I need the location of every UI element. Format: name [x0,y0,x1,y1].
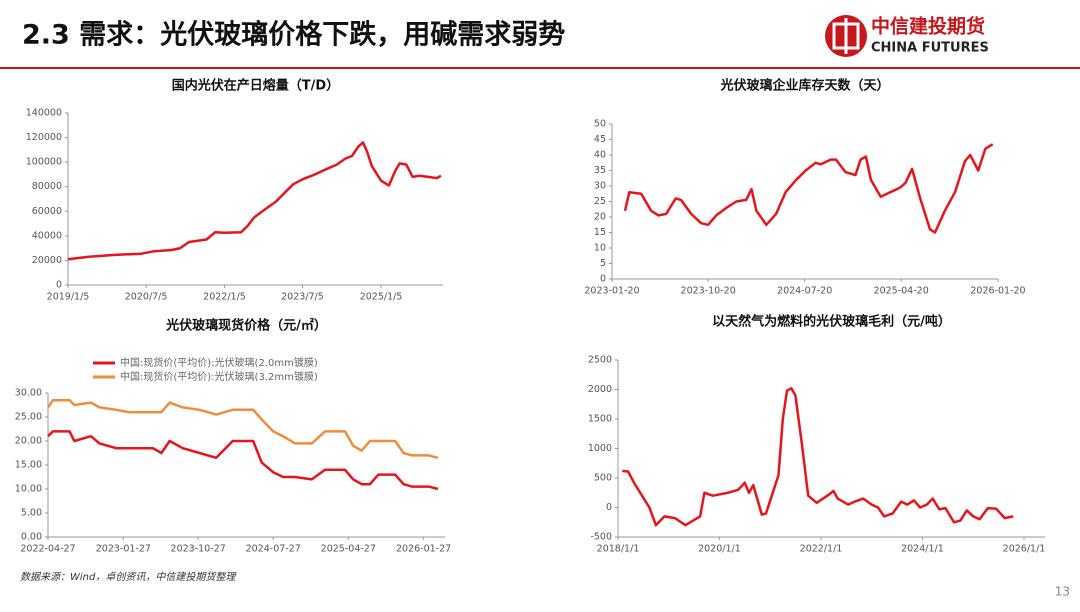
data-line [46,398,439,460]
y-tick-label: 30.00 [15,388,42,399]
y-tick-label: 0 [600,274,606,285]
y-tick-label: 25.00 [15,412,42,423]
data-line [47,430,439,491]
y-tick-label: 15.00 [15,460,42,471]
y-tick-label: 10.00 [15,484,42,495]
logo-en: CHINA FUTURES [871,41,989,56]
logo: 中信建投期货 CHINA FUTURES [825,15,989,57]
chart-panel: 国内光伏在产日熔量（T/D） 0 20000 40000 60000 80000 10000… [26,78,443,303]
chart-title: 光伏玻璃现货价格（元/㎡） [165,318,327,334]
chart-panel: 光伏玻璃企业库存天数（天） 0 5 10 15 20 25 30 35 40 45 50 2023-01… [584,78,1025,297]
y-tick-label: 500 [594,473,612,484]
x-tick-label: 2018/1/1 [597,544,640,555]
y-tick-label: 45 [594,134,606,145]
chart-title: 以天然气为燃料的光伏玻璃毛利（元/吨） [712,314,951,330]
x-tick-label: 2023-01-20 [584,286,639,297]
y-tick-label: 20.00 [15,436,42,447]
x-tick-label: 2025/1/5 [360,292,403,303]
logo-cn: 中信建投期货 [871,15,985,38]
chart-title: 光伏玻璃企业库存天数（天） [719,78,889,94]
y-tick-label: 15 [594,227,606,238]
legend-label: 中国:现货价(平均价):光伏玻璃(2.0mm镀膜) [120,356,318,369]
y-tick-label: 20000 [32,255,62,266]
slide-title: 2.3 需求：光伏玻璃价格下跌，用碱需求弱势 [22,20,565,51]
x-tick-label: 2026-01-27 [396,544,451,555]
source-note: 数据来源：Wind，卓创资讯，中信建投期货整理 [20,571,237,583]
y-tick-label: -500 [590,532,612,543]
x-tick-label: 2023-10-27 [171,544,226,555]
y-tick-label: 0.00 [21,532,42,543]
x-tick-label: 2026/1/1 [1003,544,1046,555]
y-tick-label: 120000 [26,132,62,143]
chart-panel: 以天然气为燃料的光伏玻璃毛利（元/吨） -500 0 500 1000 1500 2000 2… [588,314,1046,555]
chart-title: 国内光伏在产日熔量（T/D） [172,78,339,94]
y-tick-label: 40 [594,150,606,161]
y-tick-label: 40000 [32,230,62,241]
x-tick-label: 2020/1/1 [698,544,741,555]
x-tick-label: 2024/1/1 [901,544,944,555]
x-tick-label: 2023-10-20 [681,286,736,297]
y-tick-label: 2000 [588,384,612,395]
legend-label: 中国:现货价(平均价):光伏玻璃(3.2mm镀膜) [120,370,318,383]
y-tick-label: 0 [56,280,62,291]
y-tick-label: 2500 [588,355,612,366]
x-tick-label: 2020/7/5 [125,292,168,303]
x-tick-label: 2019/1/5 [47,292,90,303]
x-tick-label: 2022/1/1 [800,544,843,555]
x-tick-label: 2025-04-20 [874,286,929,297]
y-tick-label: 1500 [588,414,612,425]
data-line [622,387,1014,527]
x-tick-label: 2025-04-27 [321,544,376,555]
x-tick-label: 2023/7/5 [281,292,324,303]
data-line [67,141,442,261]
x-tick-label: 2024-07-27 [246,544,301,555]
data-line [623,143,994,234]
y-tick-label: 80000 [32,181,62,192]
chart-panel: 光伏玻璃现货价格（元/㎡） 0.00 5.00 10.00 15.00 20.00 25.0… [15,318,451,555]
y-tick-label: 1000 [588,443,612,454]
x-tick-label: 2026-01-20 [970,286,1025,297]
y-tick-label: 140000 [26,108,62,119]
page-number: 13 [1055,585,1070,599]
y-tick-label: 50 [594,119,606,130]
y-tick-label: 30 [594,181,606,192]
x-tick-label: 2022-04-27 [20,544,75,555]
y-tick-label: 5 [600,258,606,269]
y-tick-label: 100000 [26,157,62,168]
y-tick-label: 10 [594,243,606,254]
y-tick-label: 60000 [32,206,62,217]
y-tick-label: 35 [594,165,606,176]
y-tick-label: 20 [594,212,606,223]
y-tick-label: 5.00 [21,508,42,519]
x-tick-label: 2024-07-20 [777,286,832,297]
x-tick-label: 2022/1/5 [203,292,246,303]
x-tick-label: 2023-01-27 [96,544,151,555]
y-tick-label: 25 [594,196,606,207]
y-tick-label: 0 [606,502,612,513]
